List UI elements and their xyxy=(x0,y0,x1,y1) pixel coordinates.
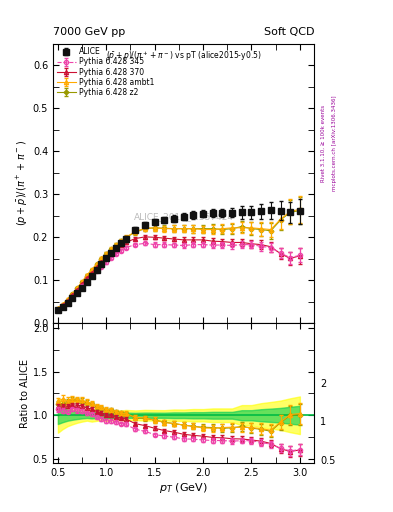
Text: 1: 1 xyxy=(320,417,327,428)
Y-axis label: $(p + \bar{p})/(\pi^+ + \pi^-)$: $(p + \bar{p})/(\pi^+ + \pi^-)$ xyxy=(15,140,30,226)
Text: ALICE_2015_I1357424: ALICE_2015_I1357424 xyxy=(134,212,234,222)
Text: mcplots.cern.ch [arXiv:1306.3436]: mcplots.cern.ch [arXiv:1306.3436] xyxy=(332,96,337,191)
X-axis label: $p_T$ (GeV): $p_T$ (GeV) xyxy=(160,481,208,495)
Text: $(\bar{p}+p)/(\pi^++\pi^-)$ vs pT (alice2015-y0.5): $(\bar{p}+p)/(\pi^++\pi^-)$ vs pT (alice… xyxy=(106,49,262,63)
Text: 7000 GeV pp: 7000 GeV pp xyxy=(53,27,125,37)
Legend: ALICE, Pythia 6.428 345, Pythia 6.428 370, Pythia 6.428 ambt1, Pythia 6.428 z2: ALICE, Pythia 6.428 345, Pythia 6.428 37… xyxy=(55,46,156,98)
Text: Rivet 3.1.10, ≥ 100k events: Rivet 3.1.10, ≥ 100k events xyxy=(320,105,325,182)
Y-axis label: Ratio to ALICE: Ratio to ALICE xyxy=(20,359,30,428)
Text: 2: 2 xyxy=(320,379,327,389)
Text: 0.5: 0.5 xyxy=(320,456,336,466)
Text: Soft QCD: Soft QCD xyxy=(264,27,314,37)
